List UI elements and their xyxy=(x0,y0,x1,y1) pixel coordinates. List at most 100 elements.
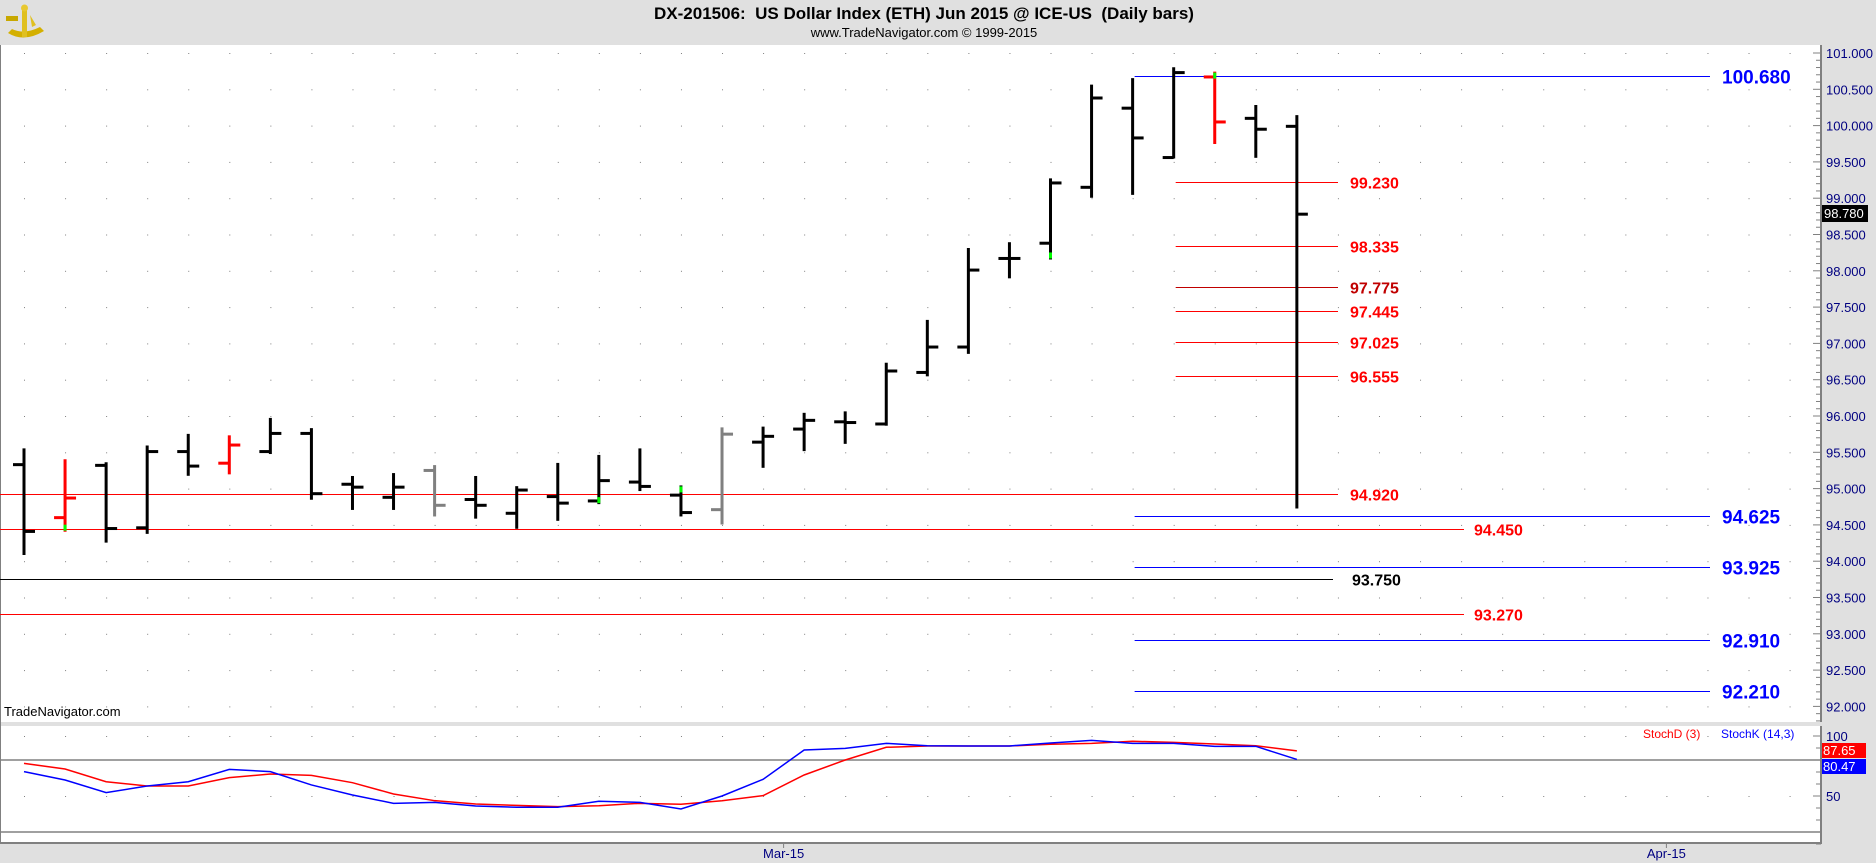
ohlc-bar xyxy=(669,485,692,517)
ohlc-bar xyxy=(464,475,487,519)
ohlc-bars xyxy=(13,67,1308,555)
grid-dot xyxy=(927,125,929,127)
grid-dot xyxy=(1789,125,1791,127)
grid-dot xyxy=(1625,670,1627,672)
grid-dot xyxy=(804,161,806,163)
level-label: 94.920 xyxy=(1350,487,1399,504)
grid-dot xyxy=(1461,89,1463,91)
grid-dot xyxy=(1009,379,1011,381)
grid-dot xyxy=(1132,452,1134,454)
grid-dot xyxy=(24,706,25,708)
grid-dot xyxy=(763,379,765,381)
grid-dot xyxy=(1255,53,1257,54)
grid-dot xyxy=(1091,270,1093,272)
grid-dot xyxy=(845,796,847,797)
grid-dot xyxy=(598,796,600,797)
stoch-panel xyxy=(0,726,1821,842)
grid-dot xyxy=(516,670,518,672)
grid-dot xyxy=(188,125,190,127)
grid-dot xyxy=(804,198,806,200)
stoch-value-bg xyxy=(1822,759,1866,774)
grid-dot xyxy=(639,633,641,635)
grid-dot xyxy=(1050,343,1052,345)
grid-dot xyxy=(1420,416,1422,417)
grid-dot xyxy=(1255,379,1257,381)
grid-dot xyxy=(1173,198,1175,200)
grid-dot xyxy=(106,736,108,737)
price-axis-label: 98.000 xyxy=(1826,264,1866,279)
grid-dot xyxy=(65,452,67,454)
grid-dot xyxy=(557,161,559,163)
grid-dot xyxy=(804,307,806,309)
ohlc-bar xyxy=(1080,84,1103,198)
grid-dot xyxy=(598,736,600,737)
grid-dot xyxy=(1707,161,1709,163)
grid-dot xyxy=(1461,524,1463,526)
grid-dot xyxy=(229,416,231,417)
grid-dot xyxy=(147,89,149,91)
grid-dot xyxy=(557,198,559,200)
grid-dot xyxy=(927,307,929,309)
grid-dot xyxy=(1502,736,1504,737)
grid-dot xyxy=(1420,597,1422,599)
price-axis-label: 95.000 xyxy=(1826,482,1866,497)
price-axis-label: 98.500 xyxy=(1826,228,1866,243)
grid-dot xyxy=(1666,89,1668,91)
grid-dot xyxy=(1173,379,1175,381)
grid-dot xyxy=(680,379,682,381)
grid-dot xyxy=(1009,561,1011,563)
grid-dot xyxy=(927,796,929,797)
grid-dot xyxy=(1296,796,1298,797)
ohlc-bar xyxy=(875,362,898,426)
grid-dot xyxy=(65,270,67,272)
grid-dot xyxy=(434,270,436,272)
grid-dot xyxy=(352,270,354,272)
grid-dot xyxy=(927,198,929,200)
grid-dot xyxy=(763,524,765,526)
grid-dot xyxy=(1255,270,1257,272)
grid-dot xyxy=(1584,416,1586,417)
grid-dot xyxy=(1420,488,1422,490)
grid-dot xyxy=(352,343,354,345)
grid-dot xyxy=(1378,488,1380,490)
grid-dot xyxy=(598,234,600,236)
grid-dot xyxy=(1666,161,1668,163)
grid-dot xyxy=(1543,796,1545,797)
grid-dot xyxy=(722,524,724,526)
grid-dot xyxy=(1625,307,1627,309)
stoch-axis-label: 50 xyxy=(1826,789,1840,804)
grid-dot xyxy=(1050,161,1052,163)
grid-dot xyxy=(1461,452,1463,454)
grid-dot xyxy=(1420,706,1422,708)
ohlc-bar xyxy=(382,473,405,510)
grid-dot xyxy=(1255,343,1257,345)
grid-dot xyxy=(106,307,108,309)
grid-dot xyxy=(763,706,765,708)
grid-dot xyxy=(763,161,765,163)
grid-dot xyxy=(65,125,67,127)
grid-dot xyxy=(475,736,477,737)
grid-dot xyxy=(1584,307,1586,309)
grid-dot xyxy=(557,736,559,737)
grid-dot xyxy=(147,633,149,635)
grid-dot xyxy=(270,343,272,345)
grid-dot xyxy=(927,561,929,563)
grid-dot xyxy=(270,161,272,163)
grid-dot xyxy=(1173,597,1175,599)
grid-dot xyxy=(598,706,600,708)
grid-dot xyxy=(1009,125,1011,127)
grid-dot xyxy=(598,561,600,563)
stoch-value: 80.47 xyxy=(1823,759,1856,774)
grid-dot xyxy=(311,706,313,708)
grid-dot xyxy=(229,125,231,127)
grid-dot xyxy=(393,343,395,345)
grid-dot xyxy=(475,125,477,127)
grid-dot xyxy=(722,706,724,708)
grid-dot xyxy=(1296,561,1298,563)
grid-dot xyxy=(106,416,108,417)
grid-dot xyxy=(393,125,395,127)
grid-dot xyxy=(1666,234,1668,236)
grid-dot xyxy=(1461,198,1463,200)
ohlc-bar xyxy=(752,426,775,468)
grid-dot xyxy=(393,670,395,672)
